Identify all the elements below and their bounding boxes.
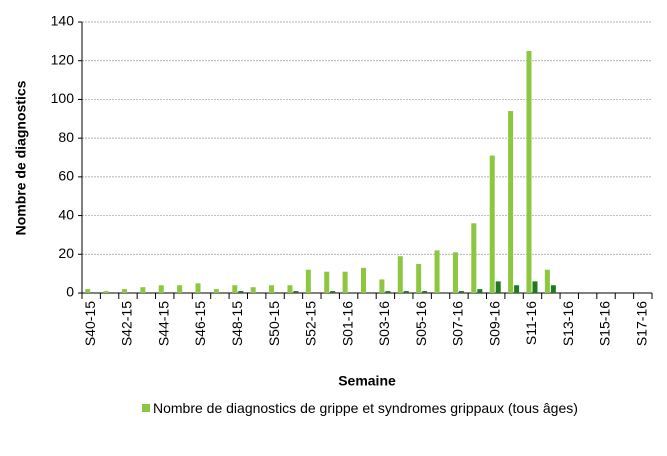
bar	[269, 285, 275, 293]
y-tick-label: 20	[58, 245, 74, 261]
y-tick-label: 100	[51, 90, 75, 106]
bar	[403, 291, 409, 293]
x-tick-label: S03-16	[376, 301, 392, 346]
legend: Nombre de diagnostics de grippe et syndr…	[142, 398, 582, 419]
x-tick-label: S13-16	[560, 301, 576, 346]
bar	[550, 285, 556, 293]
x-tick-label: S40-15	[82, 301, 98, 346]
x-tick-label: S15-16	[597, 301, 613, 346]
bar	[330, 291, 336, 293]
x-tick-label: S48-15	[229, 301, 245, 346]
bar	[213, 289, 219, 293]
y-tick-label: 40	[58, 206, 74, 222]
x-tick-label: S01-16	[339, 301, 355, 346]
legend-label: Nombre de diagnostics de grippe et syndr…	[153, 400, 578, 416]
bar	[232, 285, 238, 293]
x-tick-label: S42-15	[119, 301, 135, 346]
bar	[495, 281, 501, 293]
bar	[477, 289, 483, 293]
x-tick-label: S05-16	[413, 301, 429, 346]
bar	[379, 279, 385, 293]
y-tick-label: 140	[51, 13, 75, 29]
x-tick-label: S11-16	[523, 301, 539, 345]
bar	[508, 111, 514, 294]
legend-swatch	[142, 404, 150, 412]
bar	[458, 291, 464, 293]
y-tick-label: 80	[58, 129, 74, 145]
bar	[452, 252, 458, 293]
y-tick-label: 0	[66, 284, 74, 300]
bar	[385, 291, 391, 293]
bar	[416, 263, 422, 293]
bar	[238, 291, 244, 293]
x-tick-label: S17-16	[634, 301, 650, 346]
x-tick-label: S44-15	[155, 301, 171, 346]
bar	[526, 51, 532, 294]
bar	[397, 256, 403, 293]
x-tick-label: S07-16	[450, 301, 466, 346]
bar	[121, 289, 127, 293]
bar	[85, 289, 91, 293]
bar	[305, 269, 311, 293]
bar	[140, 287, 146, 293]
bar	[177, 285, 183, 293]
bar	[158, 285, 164, 293]
x-axis-label: Semaine	[338, 373, 396, 389]
bar	[195, 283, 201, 293]
bar	[103, 291, 109, 293]
bar	[471, 223, 477, 293]
bar	[422, 291, 428, 293]
bar	[324, 271, 330, 293]
x-tick-label: S46-15	[192, 301, 208, 346]
y-tick-label: 60	[58, 168, 74, 184]
bar	[532, 281, 538, 293]
bar	[250, 287, 256, 293]
y-tick-label: 120	[51, 51, 75, 67]
bar	[434, 250, 440, 293]
bar	[544, 269, 550, 293]
x-tick-label: S50-15	[266, 301, 282, 346]
bar	[293, 291, 299, 293]
bar	[342, 271, 348, 293]
x-tick-label: S52-15	[303, 301, 319, 346]
bar	[514, 285, 520, 293]
bar	[489, 155, 495, 293]
bar	[287, 285, 293, 293]
x-tick-label: S09-16	[486, 301, 502, 346]
y-axis-label: Nombre de diagnostics	[13, 80, 29, 235]
bar	[361, 267, 366, 293]
